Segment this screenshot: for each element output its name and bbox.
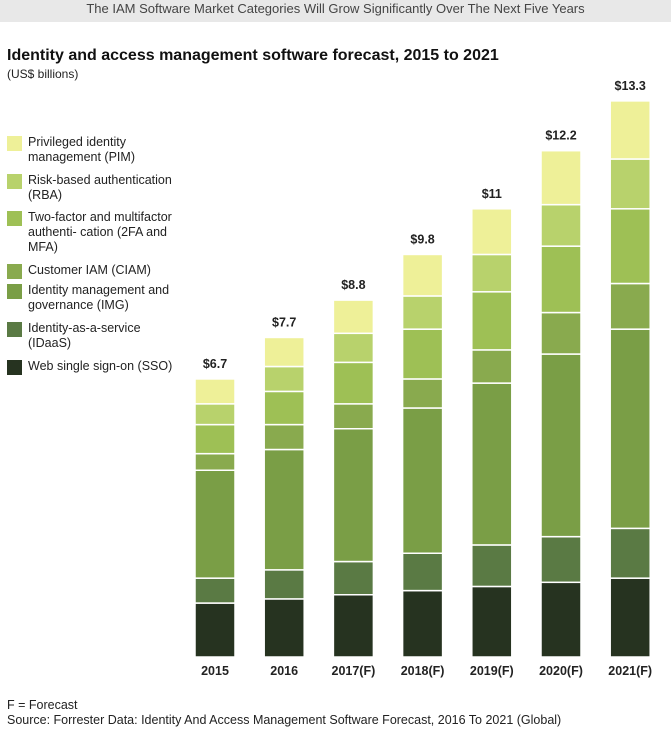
bar-2019-f-web-single-sign-on-sso: [471, 585, 513, 658]
category-label-2017-f: 2017(F): [332, 664, 376, 678]
legend-swatch-2fa: [7, 211, 22, 226]
category-label-2016: 2016: [270, 664, 298, 678]
bar-2021-f-web-single-sign-on-sso: [609, 577, 651, 658]
bar-2020-f-risk-based-authentication-rba: [540, 203, 582, 247]
bar-2018-f-identity-management-and-governance-img: [401, 407, 444, 554]
bar-2021-f-privileged-identity-management-pim: [609, 100, 651, 160]
bar-2015-identity-as-a-service-idaas: [194, 577, 236, 604]
bar-2016-identity-management-and-governance-img: [263, 448, 305, 571]
category-label-2018-f: 2018(F): [401, 664, 445, 678]
legend-swatch-sso: [7, 360, 22, 375]
bar-2019-f-privileged-identity-management-pim: [471, 208, 513, 256]
bar-2018-f-identity-as-a-service-idaas: [401, 552, 444, 592]
category-label-2019-f: 2019(F): [470, 664, 514, 678]
legend-swatch-rba: [7, 174, 22, 189]
bar-2018-f-risk-based-authentication-rba: [401, 295, 444, 330]
bar-2021-f-risk-based-authentication-rba: [609, 158, 651, 210]
total-label-2020-f: $12.2: [545, 129, 576, 143]
bar-2019-f-risk-based-authentication-rba: [471, 253, 513, 293]
legend-swatch-ciam: [7, 264, 22, 279]
bar-2016-two-factor-and-multifactor-authentication-2fa-and-mfa: [263, 390, 305, 426]
top-banner: The IAM Software Market Categories Will …: [0, 0, 671, 22]
bar-2021-f-customer-iam-ciam: [609, 282, 651, 330]
bar-2021-f-identity-management-and-governance-img: [609, 328, 651, 530]
bar-2017-f-identity-management-and-governance-img: [332, 428, 375, 563]
bar-2018-f-customer-iam-ciam: [401, 378, 444, 409]
bar-2019-f-customer-iam-ciam: [471, 349, 513, 384]
bar-2018-f-privileged-identity-management-pim: [401, 253, 444, 297]
legend-label-pim: Privileged identity management (PIM): [28, 135, 135, 164]
total-label-2018-f: $9.8: [410, 232, 434, 246]
bar-2019-f-identity-management-and-governance-img: [471, 382, 513, 546]
bar-2017-f-two-factor-and-multifactor-authentication-2fa-and-mfa: [332, 361, 375, 405]
footer-note: F = Forecast: [7, 698, 78, 712]
chart-subtitle: (US$ billions): [7, 67, 79, 81]
bar-2019-f-identity-as-a-service-idaas: [471, 544, 513, 588]
bar-2020-f-two-factor-and-multifactor-authentication-2fa-and-mfa: [540, 245, 582, 314]
bar-2017-f-identity-as-a-service-idaas: [332, 560, 375, 596]
bar-2015-risk-based-authentication-rba: [194, 403, 236, 426]
chart-title: Identity and access management software …: [7, 47, 499, 64]
legend-label-sso: Web single sign-on (SSO): [28, 359, 173, 373]
bar-2016-customer-iam-ciam: [263, 423, 305, 451]
bar-2020-f-web-single-sign-on-sso: [540, 581, 582, 658]
bar-2018-f-two-factor-and-multifactor-authentication-2fa-and-mfa: [401, 328, 444, 380]
legend-label-img: Identity management and governance (IMG): [28, 283, 170, 312]
total-label-2019-f: $11: [482, 187, 502, 201]
total-label-2017-f: $8.8: [341, 278, 365, 292]
bar-2015-identity-management-and-governance-img: [194, 469, 236, 579]
legend-swatch-pim: [7, 136, 22, 151]
bar-2020-f-identity-management-and-governance-img: [540, 353, 582, 538]
category-label-2020-f: 2020(F): [539, 664, 583, 678]
legend-label-idaas: Identity-as-a-service (IDaaS): [28, 321, 141, 350]
bar-2021-f-two-factor-and-multifactor-authentication-2fa-and-mfa: [609, 208, 651, 285]
bar-2015-privileged-identity-management-pim: [194, 378, 236, 405]
bar-2020-f-customer-iam-ciam: [540, 311, 582, 355]
bar-2020-f-identity-as-a-service-idaas: [540, 535, 582, 584]
bar-2016-privileged-identity-management-pim: [263, 336, 305, 368]
bar-2018-f-web-single-sign-on-sso: [401, 589, 444, 658]
footer-source: Source: Forrester Data: Identity And Acc…: [7, 713, 562, 727]
bar-2016-web-single-sign-on-sso: [263, 598, 305, 658]
bar-2016-risk-based-authentication-rba: [263, 365, 305, 393]
total-label-2015: $6.7: [203, 357, 227, 371]
legend-swatch-img: [7, 284, 22, 299]
bar-2017-f-customer-iam-ciam: [332, 403, 375, 430]
bar-2015-customer-iam-ciam: [194, 452, 236, 471]
bar-2019-f-two-factor-and-multifactor-authentication-2fa-and-mfa: [471, 291, 513, 351]
legend-swatch-idaas: [7, 322, 22, 337]
bar-2016-identity-as-a-service-idaas: [263, 569, 305, 600]
bar-2015-web-single-sign-on-sso: [194, 602, 236, 658]
legend-label-rba: Risk-based authentication (RBA): [28, 173, 172, 202]
legend-label-2fa: Two-factor and multifactor authenti- cat…: [28, 210, 172, 254]
legend-label-ciam: Customer IAM (CIAM): [28, 263, 151, 277]
total-label-2021-f: $13.3: [615, 79, 646, 93]
bar-2020-f-privileged-identity-management-pim: [540, 149, 582, 206]
bar-2015-two-factor-and-multifactor-authentication-2fa-and-mfa: [194, 423, 236, 455]
category-label-2015: 2015: [201, 664, 229, 678]
category-label-2021-f: 2021(F): [608, 664, 652, 678]
bar-2021-f-identity-as-a-service-idaas: [609, 527, 651, 579]
bar-2017-f-risk-based-authentication-rba: [332, 332, 375, 364]
bar-2017-f-privileged-identity-management-pim: [332, 299, 375, 335]
total-label-2016: $7.7: [272, 315, 296, 329]
bar-2017-f-web-single-sign-on-sso: [332, 594, 375, 658]
